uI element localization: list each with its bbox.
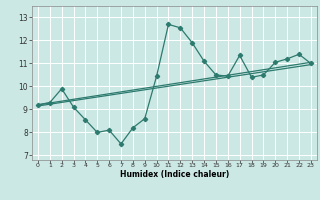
X-axis label: Humidex (Indice chaleur): Humidex (Indice chaleur) xyxy=(120,170,229,179)
